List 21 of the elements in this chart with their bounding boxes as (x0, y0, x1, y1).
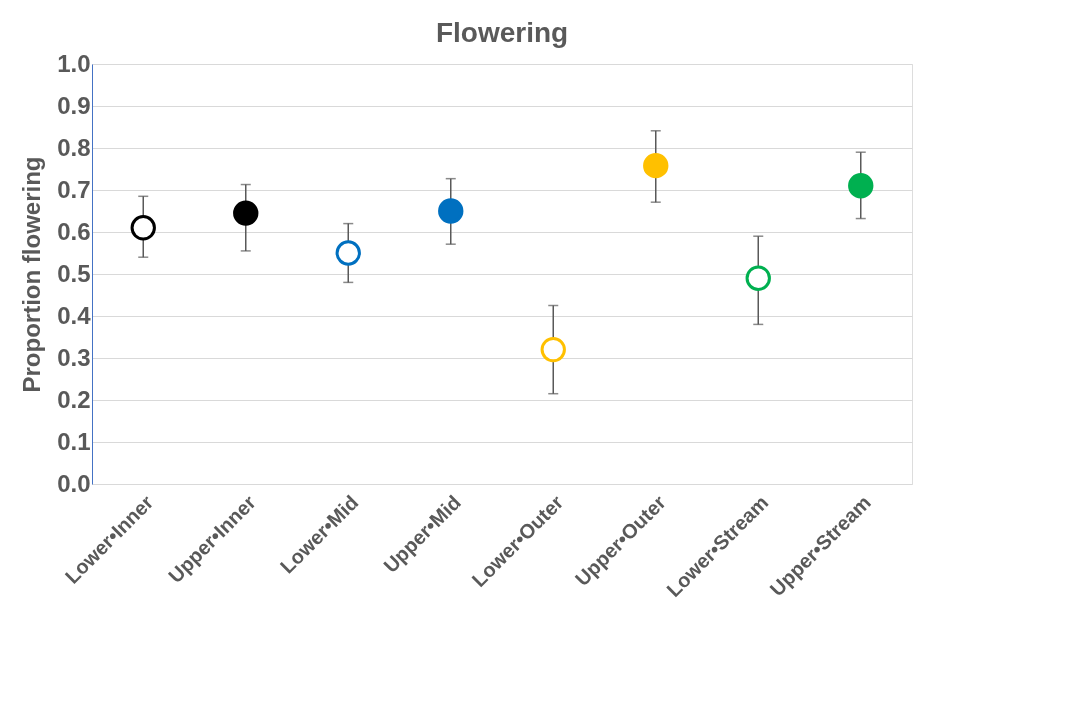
y-tick-label: 0.3 (57, 343, 91, 371)
y-tick-label: 0.1 (57, 427, 91, 455)
point (130, 215, 156, 241)
point (233, 200, 259, 226)
point (540, 336, 566, 363)
point (643, 152, 669, 179)
y-tick-label: 0.9 (57, 91, 91, 119)
point (335, 240, 361, 266)
point (745, 265, 771, 291)
chart-title: Flowering (435, 17, 569, 48)
y-tick-label: 0.6 (57, 217, 91, 245)
y-tick-label: 0.2 (57, 385, 91, 413)
point (848, 173, 874, 199)
y-tick-label: 1.0 (57, 49, 91, 77)
y-tick-label: 0.5 (57, 259, 91, 287)
y-tick-label: 0.0 (57, 469, 91, 497)
y-tick-label: 0.8 (57, 133, 91, 161)
point (438, 198, 464, 224)
y-axis-title: Proportion flowering (18, 156, 46, 393)
y-tick-label: 0.4 (57, 301, 92, 329)
y-tick-label: 0.7 (57, 175, 91, 203)
